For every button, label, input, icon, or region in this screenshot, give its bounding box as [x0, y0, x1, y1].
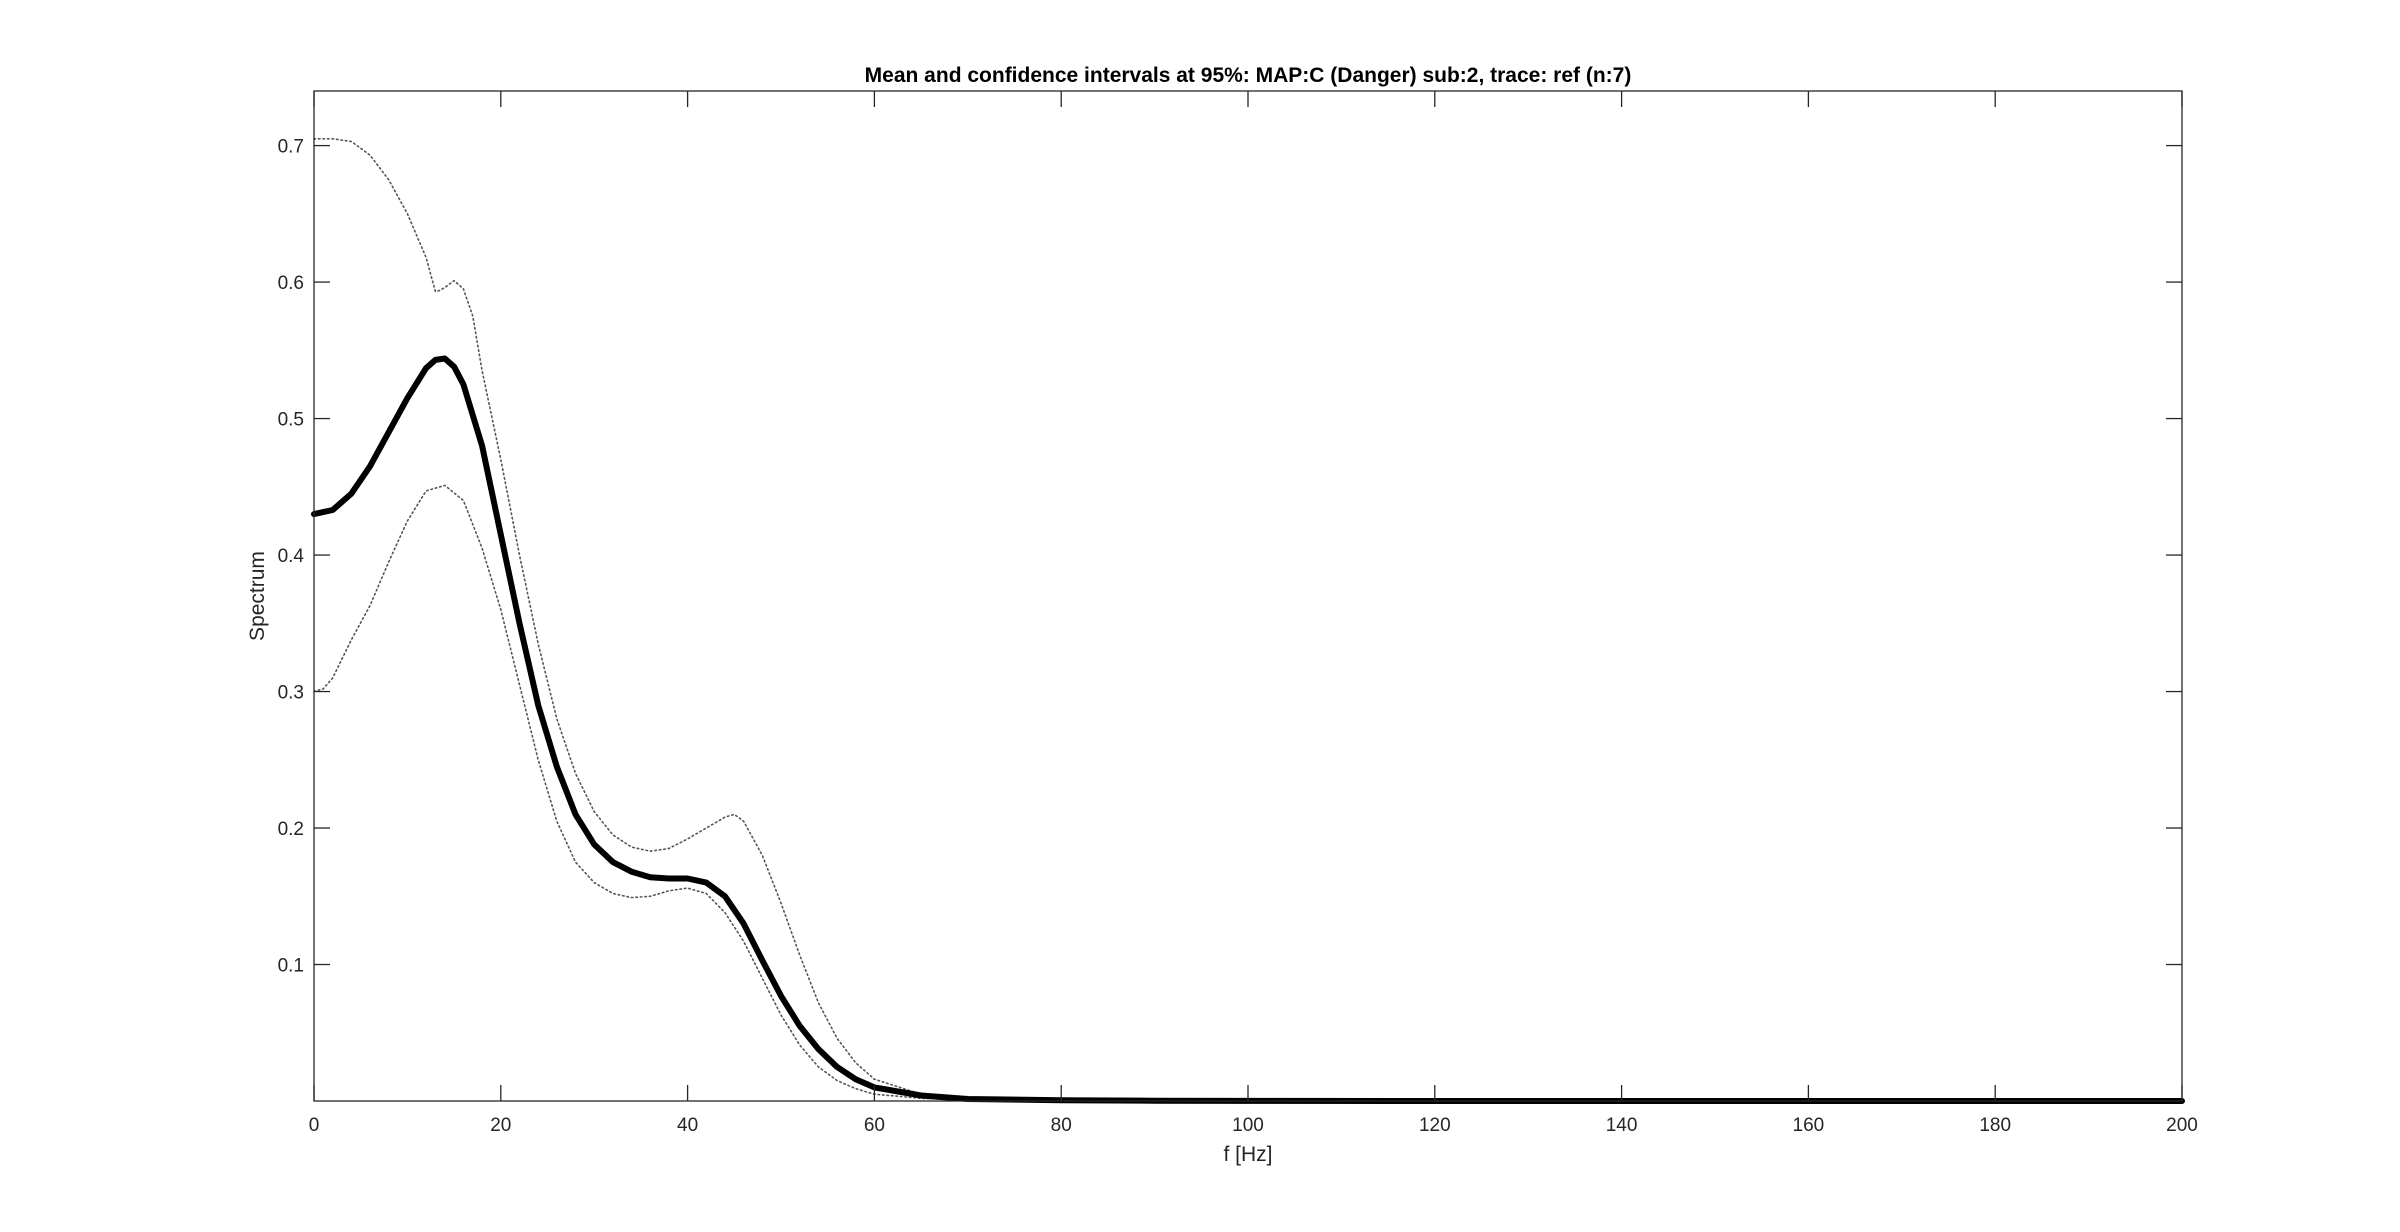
- x-tick-label: 200: [2166, 1115, 2198, 1136]
- x-tick-labels: 0 20 40 60 80 100 120 140 160 180 200: [309, 1115, 2198, 1136]
- x-tick-label: 80: [1051, 1115, 1072, 1136]
- x-tick-label: 180: [1979, 1115, 2011, 1136]
- x-tick-label: 100: [1232, 1115, 1264, 1136]
- x-tick-label: 0: [309, 1115, 320, 1136]
- plot-area: [314, 91, 2182, 1101]
- y-tick-label: 0.7: [278, 137, 304, 158]
- y-axis-title: Spectrum: [246, 551, 269, 641]
- series-layer: [311, 138, 2185, 1104]
- y-tick-label: 0.2: [278, 819, 304, 840]
- upper-ci-line: [313, 138, 2183, 1102]
- y-tick-labels: 0.1 0.2 0.3 0.4 0.5 0.6 0.7: [278, 137, 305, 977]
- y-tick-label: 0.5: [278, 410, 304, 431]
- y-tick-label: 0.6: [278, 273, 304, 294]
- y-tick-label: 0.1: [278, 956, 304, 977]
- y-tick-label: 0.3: [278, 683, 304, 704]
- x-tick-label: 140: [1606, 1115, 1638, 1136]
- x-tick-label: 120: [1419, 1115, 1451, 1136]
- x-tick-label: 40: [677, 1115, 698, 1136]
- lower-ci-line: [313, 484, 2183, 1102]
- x-axis-title: f [Hz]: [1223, 1143, 1272, 1166]
- chart-title: Mean and confidence intervals at 95%: MA…: [865, 64, 1632, 87]
- x-tick-label: 20: [490, 1115, 511, 1136]
- x-tick-label: 60: [864, 1115, 885, 1136]
- ticks-layer: [313, 91, 2183, 1101]
- axes-box: [313, 90, 2183, 1102]
- mean-line: [311, 355, 2185, 1104]
- x-tick-label: 160: [1793, 1115, 1825, 1136]
- y-tick-label: 0.4: [278, 546, 305, 567]
